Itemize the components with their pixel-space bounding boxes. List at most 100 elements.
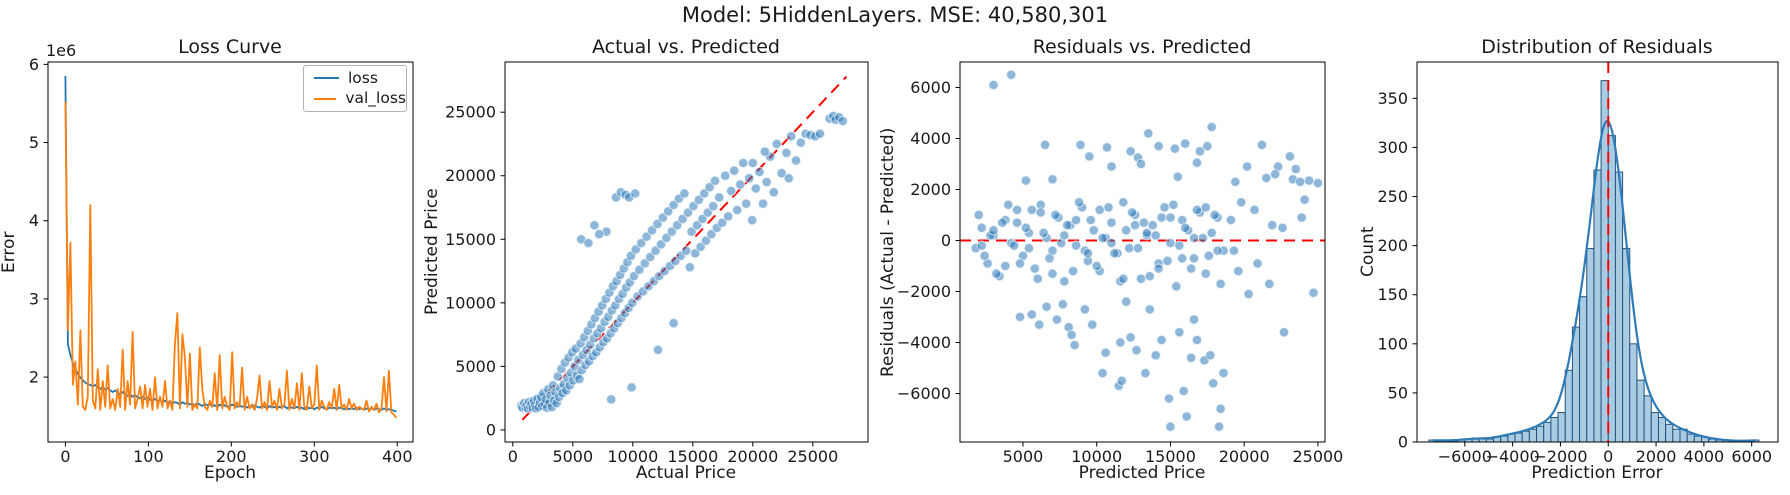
data-point <box>668 199 679 211</box>
data-point <box>1150 350 1161 361</box>
data-point <box>681 245 692 256</box>
data-point <box>1267 220 1278 231</box>
data-point <box>1208 378 1219 389</box>
x-tick-label: 5000 <box>552 447 593 466</box>
data-point <box>1174 327 1185 338</box>
panel-1: 0 5000 10000 15000 20000 25000 0 5000 10000 15000… <box>445 61 869 466</box>
x-tick-label: 300 <box>299 447 330 466</box>
data-point <box>738 157 749 169</box>
data-point <box>1215 278 1226 289</box>
data-point <box>1084 151 1095 162</box>
data-point <box>1094 204 1105 215</box>
loss-line-sample <box>314 77 339 80</box>
data-point <box>1209 209 1220 221</box>
panel-2: 5000 10000 15000 20000 25000 −6000 −4000 −2000 0… <box>897 61 1343 466</box>
data-point <box>679 188 690 199</box>
hist-bar <box>1528 428 1538 443</box>
hist-bar <box>1657 416 1667 443</box>
y-tick-label: 300 <box>1377 138 1408 157</box>
data-point <box>1135 158 1147 170</box>
data-point <box>1296 212 1307 223</box>
data-point <box>1062 220 1073 231</box>
data-point <box>702 207 713 218</box>
data-point <box>1050 209 1061 221</box>
data-point <box>1153 263 1164 274</box>
distribution-of-residuals-xlabel: Prediction Error <box>1531 463 1663 483</box>
data-point <box>1312 178 1323 189</box>
data-point <box>1165 238 1176 249</box>
x-tick-label: −6000 <box>1438 447 1492 466</box>
y-tick-label: 5000 <box>455 357 496 376</box>
y-tick-label: 10000 <box>445 293 496 312</box>
data-point <box>655 239 667 250</box>
loss-curve-title: Loss Curve <box>178 36 282 58</box>
data-point <box>786 131 797 142</box>
data-point <box>790 155 802 166</box>
data-point <box>652 218 663 230</box>
data-point <box>1200 202 1211 213</box>
data-point <box>1304 175 1315 186</box>
data-point <box>666 226 677 237</box>
data-point <box>1041 301 1052 312</box>
axes-frame <box>504 61 869 443</box>
data-point <box>646 225 658 236</box>
data-point <box>1181 411 1192 422</box>
data-point <box>704 182 715 193</box>
data-point <box>1047 174 1058 185</box>
hist-bar <box>1550 416 1559 443</box>
hist-bar <box>1521 430 1530 443</box>
legend-label-loss: loss <box>348 68 378 87</box>
data-point <box>1068 266 1079 277</box>
hist-bar <box>1586 248 1595 443</box>
data-point <box>759 146 770 157</box>
val-loss-line-sample <box>314 97 337 100</box>
data-point <box>1051 314 1062 325</box>
data-point <box>1106 161 1117 172</box>
x-tick-label: 0 <box>508 447 518 466</box>
data-point <box>976 222 987 233</box>
axes-frame <box>959 61 1326 443</box>
data-point <box>641 231 652 242</box>
data-point <box>1118 273 1129 284</box>
data-point <box>723 211 734 222</box>
data-point <box>1066 329 1077 340</box>
y-tick-label: 25000 <box>445 103 496 122</box>
data-point <box>1218 368 1229 379</box>
actual-vs-predicted-title: Actual vs. Predicted <box>592 36 780 58</box>
data-point <box>1171 281 1182 292</box>
data-point <box>1059 230 1070 241</box>
data-point <box>1044 253 1055 264</box>
data-point <box>744 173 755 184</box>
data-point <box>695 241 706 252</box>
data-point <box>795 137 806 148</box>
data-point <box>639 258 650 269</box>
y-tick-label: 2 <box>29 368 39 387</box>
legend-label-val-loss: val_loss <box>345 89 406 107</box>
data-point <box>1115 337 1126 348</box>
data-point <box>1109 248 1120 259</box>
data-point <box>706 229 717 240</box>
hist-bar <box>1514 432 1523 443</box>
data-point <box>1172 171 1183 182</box>
data-point <box>1278 327 1290 338</box>
data-point <box>1299 194 1310 205</box>
data-point <box>1121 296 1132 307</box>
data-point <box>1125 146 1136 157</box>
data-point <box>1023 243 1034 254</box>
data-point <box>693 194 704 205</box>
data-point <box>1091 260 1102 272</box>
data-point <box>1026 204 1037 215</box>
data-point <box>690 248 701 259</box>
data-point <box>1165 212 1176 223</box>
data-point <box>754 166 765 177</box>
data-point <box>1205 350 1216 361</box>
x-tick-label: 6000 <box>1731 447 1772 466</box>
data-point <box>1191 334 1203 346</box>
data-point <box>1308 287 1319 298</box>
y-axis-offset-label: 1e6 <box>46 41 77 60</box>
data-point <box>1130 220 1141 231</box>
data-point <box>1162 255 1173 266</box>
data-point <box>688 201 699 212</box>
data-point <box>1118 197 1129 208</box>
data-point <box>1242 161 1253 172</box>
